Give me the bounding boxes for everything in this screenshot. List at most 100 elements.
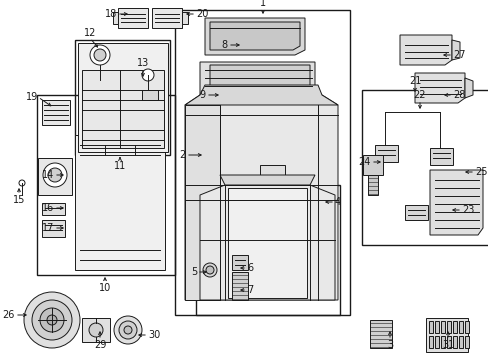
Bar	[231, 255, 247, 270]
Text: 9: 9	[200, 90, 205, 100]
Circle shape	[32, 300, 72, 340]
Text: 19: 19	[26, 92, 38, 102]
Text: 13: 13	[137, 58, 149, 68]
Polygon shape	[451, 40, 459, 60]
Bar	[42, 100, 70, 125]
Circle shape	[43, 163, 67, 187]
Text: 15: 15	[13, 195, 25, 205]
Polygon shape	[209, 22, 299, 50]
Polygon shape	[182, 12, 187, 24]
Polygon shape	[260, 165, 285, 185]
Circle shape	[89, 323, 103, 337]
Text: 12: 12	[83, 28, 96, 38]
Polygon shape	[227, 188, 306, 298]
Text: 29: 29	[94, 340, 106, 350]
Text: 10: 10	[99, 283, 111, 293]
Text: 20: 20	[196, 9, 208, 19]
Text: 16: 16	[41, 203, 54, 213]
Bar	[175, 10, 349, 315]
Polygon shape	[184, 85, 337, 105]
Bar	[446, 321, 450, 333]
Text: 30: 30	[148, 330, 160, 340]
Text: 26: 26	[2, 310, 15, 320]
Bar	[452, 321, 456, 333]
Bar	[446, 336, 450, 348]
Bar	[452, 336, 456, 348]
Bar	[458, 321, 462, 333]
Circle shape	[48, 168, 62, 182]
Polygon shape	[414, 73, 464, 103]
Polygon shape	[429, 170, 482, 235]
Text: 4: 4	[334, 197, 341, 207]
Polygon shape	[209, 65, 309, 92]
Text: 11: 11	[114, 161, 126, 171]
Polygon shape	[200, 62, 314, 95]
Polygon shape	[42, 220, 65, 237]
Polygon shape	[231, 272, 247, 300]
Bar	[118, 8, 148, 28]
Bar	[434, 336, 438, 348]
Circle shape	[142, 69, 154, 81]
Circle shape	[47, 315, 57, 325]
Bar	[361, 90, 488, 245]
Circle shape	[40, 308, 64, 332]
Bar	[440, 321, 444, 333]
Polygon shape	[75, 135, 164, 270]
Circle shape	[90, 45, 110, 65]
Bar	[440, 336, 444, 348]
Text: 2: 2	[180, 150, 185, 160]
Bar	[458, 336, 462, 348]
Circle shape	[124, 326, 132, 334]
Text: 25: 25	[474, 167, 487, 177]
Text: 21: 21	[408, 76, 420, 86]
Polygon shape	[220, 175, 314, 185]
Text: 23: 23	[461, 205, 473, 215]
Text: 14: 14	[41, 170, 54, 180]
Bar	[404, 205, 427, 220]
Polygon shape	[204, 18, 305, 55]
Circle shape	[19, 180, 25, 186]
Polygon shape	[184, 105, 220, 300]
Bar	[434, 321, 438, 333]
Text: 18: 18	[104, 9, 117, 19]
Circle shape	[94, 49, 106, 61]
Polygon shape	[464, 78, 472, 98]
Polygon shape	[367, 175, 377, 195]
Bar	[429, 148, 452, 165]
Bar	[428, 336, 432, 348]
Bar	[425, 318, 467, 352]
Text: 28: 28	[452, 90, 465, 100]
Bar	[152, 8, 182, 28]
Circle shape	[203, 263, 217, 277]
Bar	[38, 158, 72, 195]
Text: 3: 3	[386, 340, 392, 350]
Polygon shape	[42, 203, 65, 215]
Bar	[374, 145, 397, 162]
Polygon shape	[200, 185, 334, 300]
Bar	[75, 40, 170, 155]
Text: 8: 8	[222, 40, 227, 50]
Bar	[362, 155, 382, 175]
Bar	[78, 43, 168, 152]
Bar	[428, 321, 432, 333]
Circle shape	[205, 266, 214, 274]
Text: 1: 1	[260, 0, 265, 8]
Text: 6: 6	[246, 263, 253, 273]
Text: 31: 31	[441, 340, 453, 350]
Bar	[196, 185, 339, 315]
Bar	[464, 336, 468, 348]
Circle shape	[119, 321, 137, 339]
Bar	[142, 90, 158, 100]
Bar	[82, 318, 110, 342]
Text: 5: 5	[190, 267, 197, 277]
Text: 27: 27	[452, 50, 465, 60]
Bar	[37, 95, 175, 275]
Text: 17: 17	[41, 223, 54, 233]
Circle shape	[114, 316, 142, 344]
Text: 24: 24	[358, 157, 370, 167]
Circle shape	[24, 292, 80, 348]
Bar	[464, 321, 468, 333]
Polygon shape	[399, 35, 451, 65]
Polygon shape	[184, 95, 337, 300]
Polygon shape	[113, 12, 118, 24]
